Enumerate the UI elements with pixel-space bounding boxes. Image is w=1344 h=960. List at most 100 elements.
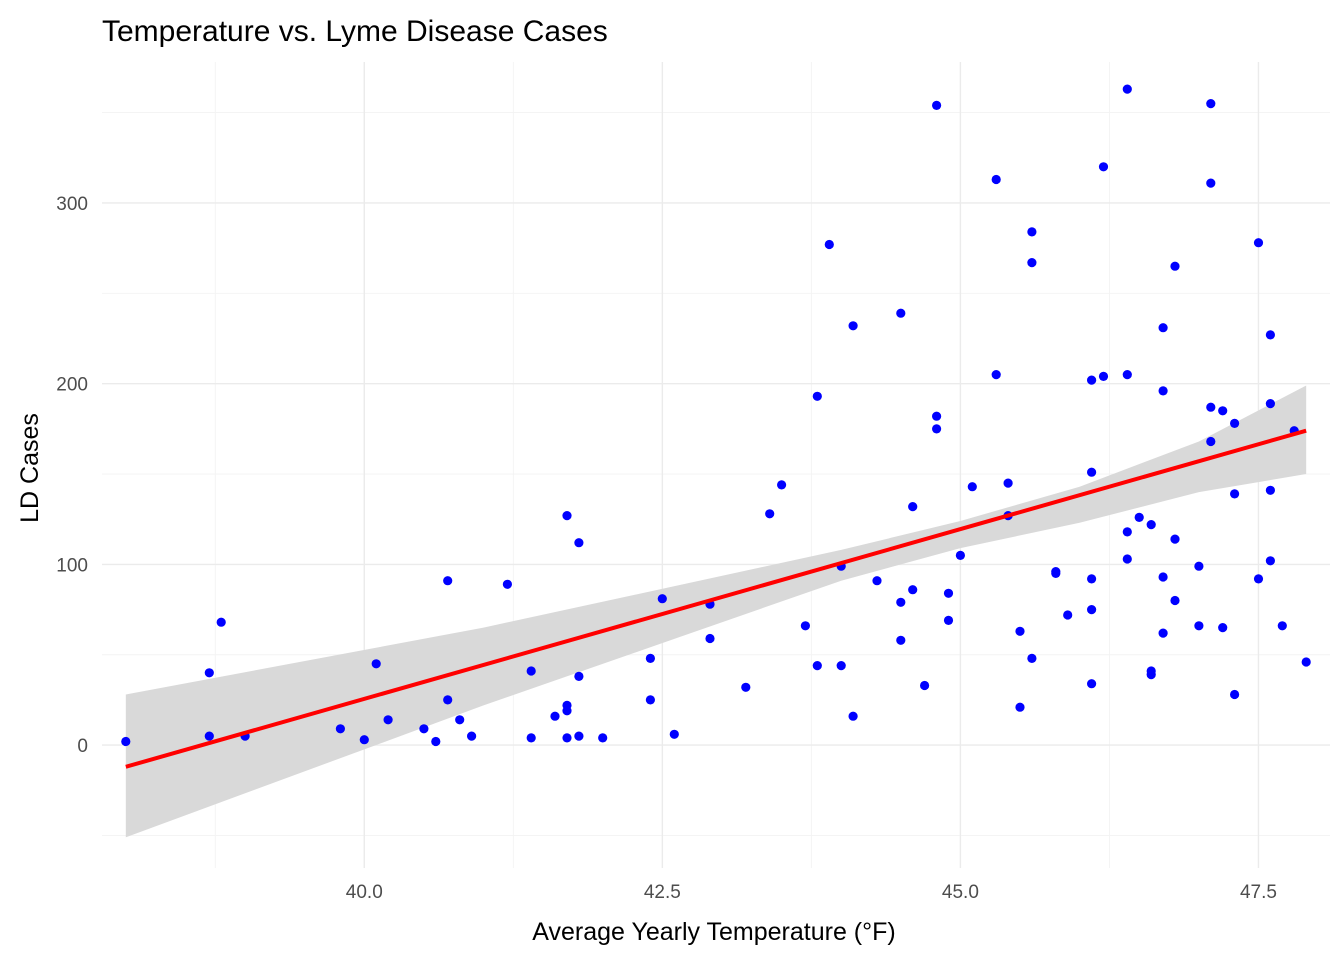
- regression-line: [125, 428, 1307, 769]
- y-axis-title: LD Cases: [16, 413, 44, 523]
- data-point: [335, 724, 345, 734]
- data-point: [443, 695, 453, 705]
- data-point: [812, 661, 822, 671]
- data-point: [991, 174, 1001, 185]
- data-point: [1027, 227, 1037, 237]
- data-point: [1170, 261, 1180, 271]
- data-point: [1206, 178, 1216, 188]
- data-point: [574, 671, 584, 682]
- data-point: [812, 391, 822, 401]
- data-point: [1265, 399, 1275, 409]
- data-point: [204, 731, 214, 741]
- data-point: [216, 617, 226, 627]
- data-point: [598, 733, 608, 743]
- data-point: [359, 735, 369, 745]
- x-tick-label: 42.5: [644, 882, 681, 903]
- data-point: [991, 370, 1001, 380]
- data-point: [1158, 628, 1168, 638]
- data-point: [1230, 689, 1240, 700]
- data-point: [955, 550, 966, 561]
- data-point: [443, 576, 453, 586]
- data-point: [1146, 520, 1156, 530]
- data-point: [1218, 623, 1228, 633]
- data-point: [1015, 626, 1025, 636]
- data-point: [1087, 679, 1097, 689]
- data-point: [1253, 238, 1264, 248]
- data-point: [1122, 84, 1132, 94]
- data-point: [1230, 418, 1240, 428]
- data-point: [1265, 485, 1275, 495]
- data-point: [1122, 370, 1132, 380]
- data-point: [824, 239, 834, 250]
- data-point: [1051, 568, 1061, 579]
- data-point: [657, 594, 667, 604]
- data-point: [1158, 323, 1168, 333]
- regression-line-group: [125, 428, 1307, 769]
- data-point: [502, 579, 512, 589]
- data-point: [896, 597, 906, 607]
- data-point: [550, 711, 560, 721]
- data-point: [645, 695, 656, 705]
- data-point: [455, 715, 465, 725]
- data-point: [1206, 436, 1216, 447]
- data-point: [1194, 561, 1204, 571]
- y-tick-label: 300: [56, 194, 88, 215]
- data-point: [1122, 527, 1132, 537]
- data-point: [1087, 574, 1097, 584]
- data-point: [848, 321, 858, 331]
- data-point: [645, 653, 656, 664]
- data-point: [1170, 534, 1180, 544]
- data-point: [467, 731, 477, 741]
- data-point: [1027, 258, 1037, 268]
- data-point: [526, 666, 536, 676]
- data-point: [741, 682, 751, 692]
- data-point: [800, 621, 811, 631]
- data-point: [765, 509, 775, 519]
- x-axis-title: Average Yearly Temperature (°F): [532, 918, 895, 946]
- data-point: [1134, 512, 1144, 523]
- data-point: [562, 733, 572, 743]
- data-point: [1206, 402, 1216, 412]
- data-point: [943, 588, 954, 598]
- data-points: [121, 84, 1311, 747]
- data-point: [872, 576, 882, 586]
- data-point: [1253, 574, 1264, 584]
- data-point: [204, 668, 214, 678]
- data-point: [1230, 489, 1240, 499]
- x-tick-label: 45.0: [942, 882, 979, 903]
- data-point: [920, 680, 930, 691]
- confidence-band: [125, 385, 1307, 838]
- data-point: [574, 731, 584, 741]
- data-point: [1122, 554, 1132, 564]
- data-point: [777, 480, 787, 490]
- data-point: [431, 736, 441, 747]
- data-point: [896, 635, 906, 645]
- data-point: [943, 615, 954, 626]
- data-point: [836, 661, 846, 671]
- data-point: [1158, 572, 1168, 582]
- x-tick-label: 47.5: [1240, 882, 1277, 903]
- data-point: [1087, 605, 1097, 615]
- data-point: [371, 659, 381, 669]
- data-point: [908, 585, 918, 595]
- chart-title: Temperature vs. Lyme Disease Cases: [102, 15, 608, 48]
- data-point: [1087, 467, 1097, 477]
- data-point: [705, 633, 715, 644]
- y-tick-label: 0: [77, 736, 88, 757]
- data-point: [1098, 371, 1109, 381]
- data-point: [908, 502, 918, 512]
- y-axis-ticks: 0 100 200 300: [56, 194, 88, 757]
- data-point: [574, 538, 584, 548]
- data-point: [1277, 621, 1287, 631]
- data-point: [1087, 375, 1097, 385]
- data-point: [932, 424, 942, 434]
- data-point: [562, 706, 572, 716]
- data-point: [1170, 595, 1180, 606]
- data-point: [1098, 162, 1109, 172]
- y-tick-label: 200: [56, 375, 88, 396]
- data-point: [848, 711, 858, 721]
- y-tick-label: 100: [56, 555, 88, 576]
- data-point: [1206, 99, 1216, 109]
- data-point: [1301, 657, 1311, 667]
